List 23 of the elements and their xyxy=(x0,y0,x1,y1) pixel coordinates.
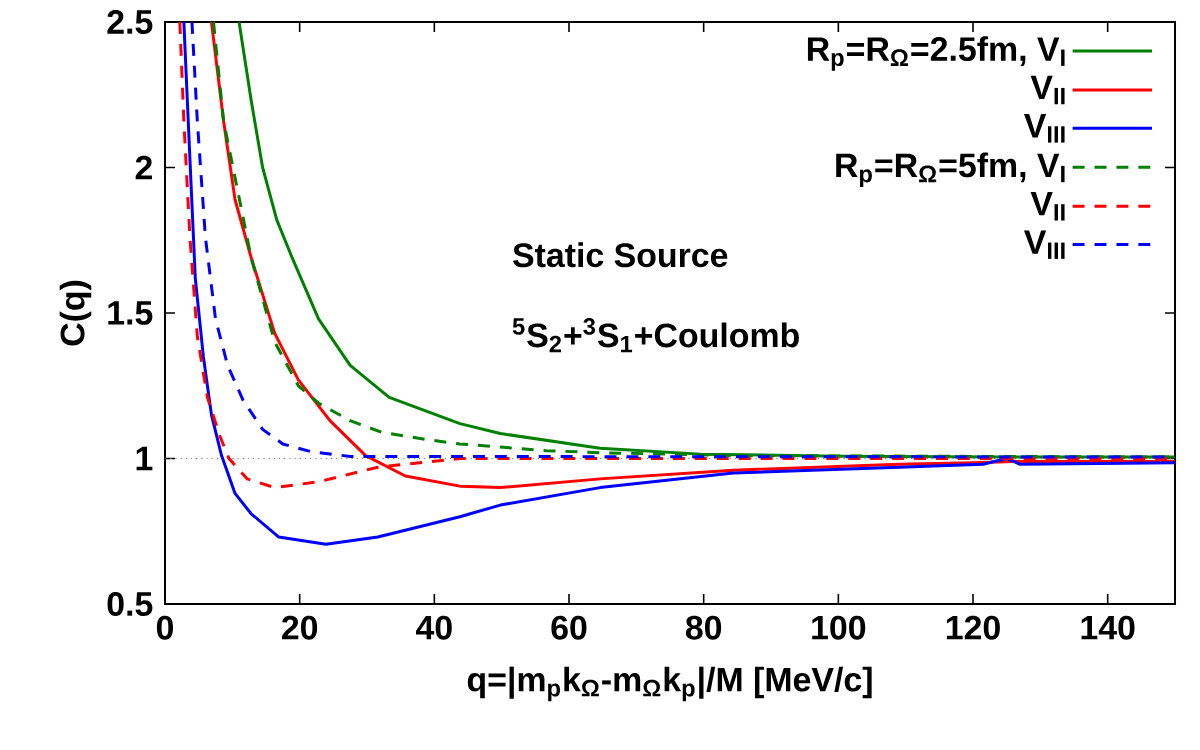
legend-label: V$_{II}$ xyxy=(1030,192,1065,221)
x-tick-label: 40 xyxy=(416,615,452,640)
legend-label: R$_{p}$=R$_{Ω}$=5fm, V$_{I}$ xyxy=(836,152,1065,188)
y-tick-label: 0.5 xyxy=(107,592,153,616)
x-tick-label: 80 xyxy=(685,615,722,640)
x-tick-label: 120 xyxy=(946,615,1000,640)
y-tick-label: 1.5 xyxy=(108,301,153,325)
legend-label: V$_{II}$ xyxy=(1030,75,1065,105)
legend-label: R$_{p}$=R$_{Ω}$=2.5fm, V$_{I}$ xyxy=(807,36,1065,71)
x-tick-label: 0 xyxy=(156,615,174,640)
legend-label: V$_{III}$ xyxy=(1024,230,1065,259)
text: q=|m$_{p}$k$_{Ω}$-m$_{Ω}$k$_{p}$|/M [MeV/c] xyxy=(467,666,872,702)
legend-label: V$_{III}$ xyxy=(1024,114,1065,143)
y-axis-title: C(q) xyxy=(59,280,92,346)
x-tick-label: 100 xyxy=(812,615,866,640)
x-tick-label: 140 xyxy=(1081,615,1135,640)
y-tick-label: 2 xyxy=(135,155,152,180)
y-tick-label: 1 xyxy=(136,446,153,471)
annotation: $^{5}$S$_{2}$+$^{3}$S$_{1}$+Coulomb xyxy=(512,318,799,353)
x-tick-label: 60 xyxy=(551,615,587,640)
x-tick-label: 20 xyxy=(282,615,318,640)
y-tick-label: 2.5 xyxy=(107,10,153,34)
annotation: Static Source xyxy=(512,242,728,268)
